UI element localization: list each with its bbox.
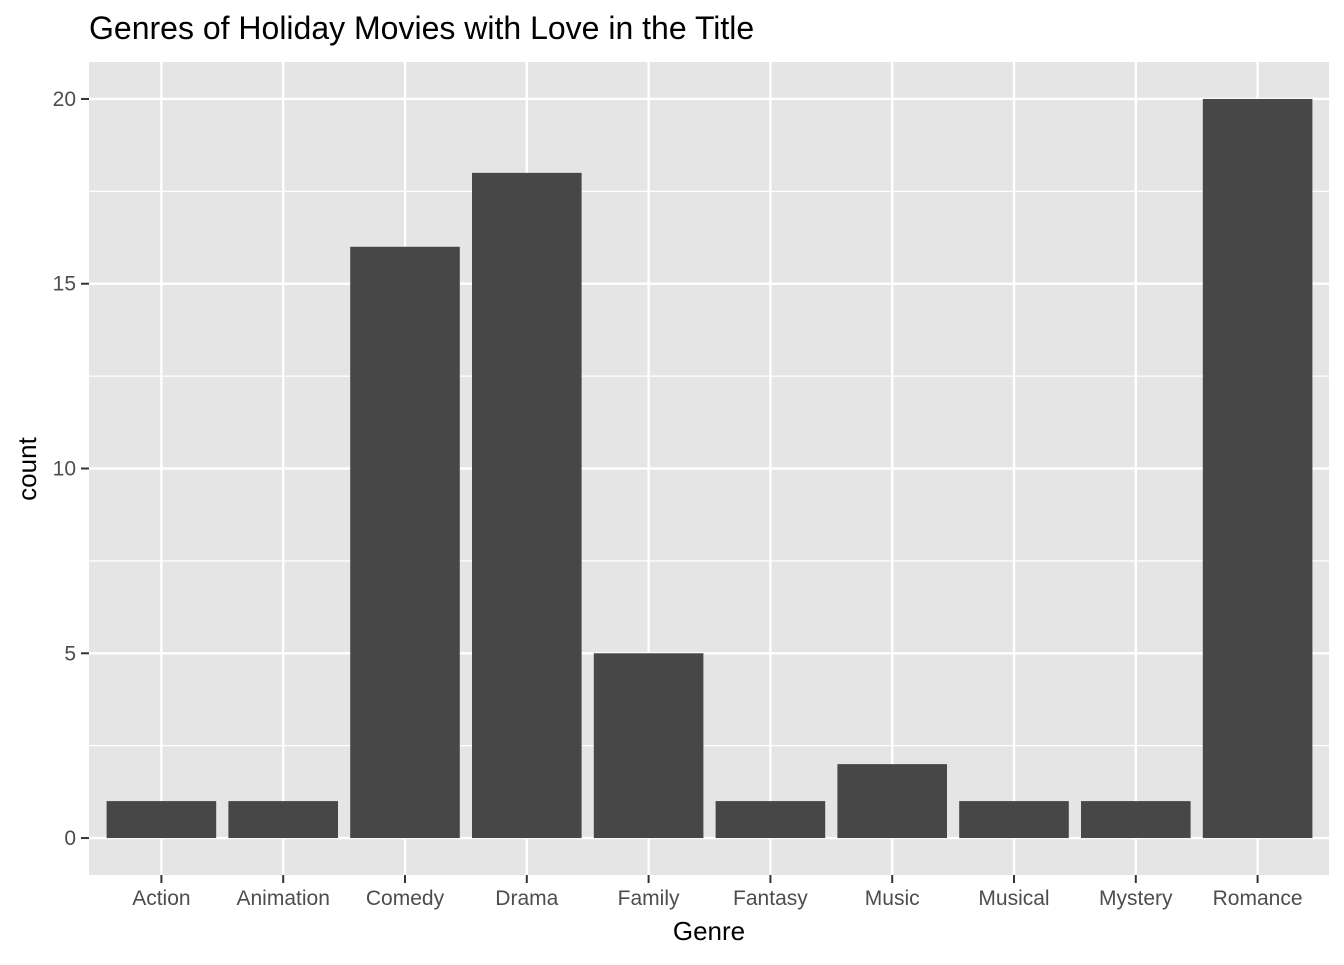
y-axis-title: count (12, 436, 42, 500)
bar-family (593, 653, 704, 839)
x-tick-label: Animation (237, 887, 330, 910)
y-tick-label: 15 (53, 273, 76, 296)
x-tick-label: Fantasy (733, 887, 808, 910)
x-tick-label: Musical (978, 887, 1049, 910)
x-tick-label: Mystery (1099, 887, 1173, 910)
bars (106, 98, 1313, 839)
bar-musical (959, 801, 1069, 839)
bar-fantasy (715, 801, 826, 839)
x-tick-label: Romance (1213, 887, 1303, 910)
x-axis: Action Animation Comedy Drama Family Fantasy M… (132, 875, 1303, 910)
y-tick-label: 10 (53, 458, 76, 481)
bar-action (106, 801, 217, 839)
bar-comedy (350, 246, 460, 839)
x-tick-label: Family (618, 887, 680, 910)
x-tick-label: Action (132, 887, 190, 910)
chart-title: Genres of Holiday Movies with Love in th… (89, 10, 754, 46)
y-axis: 0 5 10 15 20 (53, 88, 89, 850)
x-axis-title: Genre (673, 916, 745, 946)
bar-drama (472, 172, 582, 839)
bar-animation (228, 801, 338, 839)
bar-mystery (1081, 801, 1191, 839)
x-tick-label: Drama (495, 887, 558, 910)
y-tick-label: 0 (64, 827, 76, 850)
bar-music (837, 764, 947, 839)
x-tick-label: Comedy (366, 887, 445, 910)
x-tick-label: Music (865, 887, 920, 910)
y-tick-label: 20 (53, 88, 76, 111)
bar-romance (1202, 98, 1313, 839)
y-tick-label: 5 (64, 642, 76, 665)
